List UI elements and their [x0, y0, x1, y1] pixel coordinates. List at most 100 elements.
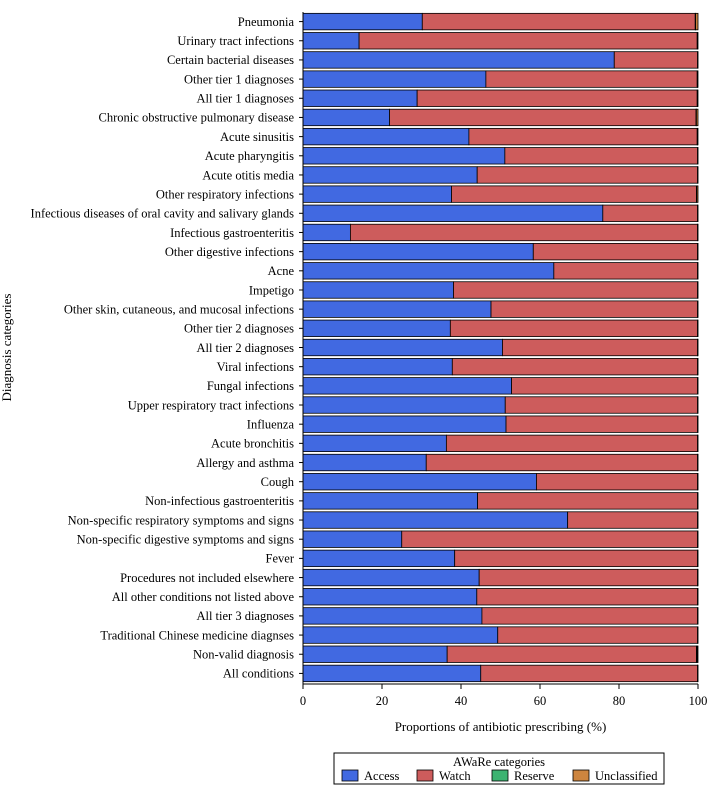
bar-access-upper-respiratory-tract-infections	[303, 397, 505, 413]
category-label: Other respiratory infections	[156, 187, 294, 201]
bar-watch-other-tier-2-diagnoses	[450, 320, 697, 336]
bar-access-traditional-chinese-medicine-diagnses	[303, 627, 498, 643]
category-label: Fungal infections	[207, 379, 294, 393]
bar-access-certain-bacterial-diseases	[303, 52, 614, 68]
bar-unclassified-other-respiratory-infections	[697, 186, 698, 202]
legend: AWaRe categories Access Watch Reserve Uncla…	[334, 753, 664, 784]
bar-access-non-infectious-gastroenteritis	[303, 493, 478, 509]
category-label: Infectious diseases of oral cavity and s…	[31, 207, 295, 221]
y-axis-title: Diagnosis categories	[0, 294, 14, 402]
category-label: Non-specific respiratory symptoms and si…	[68, 513, 294, 527]
bar-watch-certain-bacterial-diseases	[614, 52, 697, 68]
category-label: Acne	[268, 264, 295, 278]
category-label: Cough	[261, 475, 295, 489]
bar-watch-all-tier-2-diagnoses	[502, 339, 697, 355]
bar-access-acute-pharyngitis	[303, 148, 505, 164]
category-label: Infectious gastroenteritis	[170, 226, 294, 240]
bar-watch-fungal-infections	[512, 378, 698, 394]
bar-watch-upper-respiratory-tract-infections	[505, 397, 697, 413]
bar-access-acute-bronchitis	[303, 435, 446, 451]
bar-access-all-tier-3-diagnoses	[303, 608, 482, 624]
bar-access-all-tier-1-diagnoses	[303, 90, 417, 106]
bar-access-acute-sinusitis	[303, 128, 469, 144]
bar-access-other-tier-1-diagnoses	[303, 71, 486, 87]
category-label: Other tier 2 diagnoses	[184, 322, 294, 336]
x-tick-label: 60	[534, 694, 547, 708]
bar-watch-chronic-obstructive-pulmonary-disease	[390, 109, 697, 125]
bar-watch-allergy-and-asthma	[426, 454, 697, 470]
bar-watch-viral-infections	[452, 358, 697, 374]
category-label: All tier 2 diagnoses	[196, 341, 294, 355]
bar-watch-acute-sinusitis	[469, 128, 697, 144]
category-label: Other digestive infections	[165, 245, 294, 259]
bar-access-cough	[303, 473, 536, 489]
category-label: Acute bronchitis	[211, 437, 294, 451]
x-tick-label: 100	[689, 694, 708, 708]
bar-unclassified-non-valid-diagnosis	[697, 646, 698, 662]
bar-watch-non-specific-respiratory-symptoms-and-signs	[568, 512, 698, 528]
bar-access-all-tier-2-diagnoses	[303, 339, 502, 355]
bar-access-infectious-diseases-of-oral-cavity-and-salivary-glands	[303, 205, 603, 221]
bar-watch-impetigo	[454, 282, 698, 298]
category-label: Acute otitis media	[202, 168, 294, 182]
category-label: Non-infectious gastroenteritis	[145, 494, 294, 508]
bar-access-other-respiratory-infections	[303, 186, 452, 202]
bar-watch-all-tier-1-diagnoses	[417, 90, 697, 106]
legend-swatch-access	[342, 770, 358, 781]
category-label: Allergy and asthma	[196, 456, 294, 470]
bar-watch-non-infectious-gastroenteritis	[478, 493, 698, 509]
bar-watch-all-conditions	[481, 665, 698, 681]
bar-access-impetigo	[303, 282, 454, 298]
category-label: Non-valid diagnosis	[193, 648, 294, 662]
bar-watch-other-skin-cutaneous-and-mucosal-infections	[491, 301, 698, 317]
bar-watch-other-respiratory-infections	[452, 186, 697, 202]
category-label: Acute pharyngitis	[205, 149, 294, 163]
legend-label-access: Access	[364, 769, 400, 783]
bar-unclassified-chronic-obstructive-pulmonary-disease	[696, 109, 698, 125]
x-tick-label: 0	[300, 694, 306, 708]
bar-access-non-valid-diagnosis	[303, 646, 447, 662]
category-label: Other skin, cutaneous, and mucosal infec…	[64, 302, 294, 316]
legend-swatch-watch	[417, 770, 433, 781]
bar-watch-other-tier-1-diagnoses	[486, 71, 697, 87]
bar-access-pneumonia	[303, 13, 422, 29]
category-label: Influenza	[247, 417, 295, 431]
category-label: Certain bacterial diseases	[167, 53, 294, 67]
x-axis-title: Proportions of antibiotic prescribing (%…	[395, 719, 607, 734]
x-tick-label: 40	[455, 694, 468, 708]
category-label: Other tier 1 diagnoses	[184, 72, 294, 86]
legend-label-watch: Watch	[439, 769, 471, 783]
bar-access-urinary-tract-infections	[303, 33, 359, 49]
category-label: All tier 1 diagnoses	[196, 92, 294, 106]
bar-watch-all-tier-3-diagnoses	[482, 608, 698, 624]
bar-watch-procedures-not-included-elsewhere	[479, 569, 697, 585]
bar-access-fever	[303, 550, 455, 566]
bar-access-influenza	[303, 416, 506, 432]
category-label: Impetigo	[249, 283, 294, 297]
bar-watch-infectious-gastroenteritis	[350, 224, 697, 240]
bar-access-allergy-and-asthma	[303, 454, 426, 470]
bar-access-non-specific-respiratory-symptoms-and-signs	[303, 512, 568, 528]
bar-watch-acute-bronchitis	[446, 435, 697, 451]
legend-label-unclassified: Unclassified	[595, 769, 658, 783]
category-label: Urinary tract infections	[177, 34, 294, 48]
bar-watch-fever	[455, 550, 698, 566]
category-label: Non-specific digestive symptoms and sign…	[77, 533, 294, 547]
bar-watch-pneumonia	[422, 13, 695, 29]
legend-label-reserve: Reserve	[514, 769, 555, 783]
category-label: Procedures not included elsewhere	[120, 571, 294, 585]
category-label: All tier 3 diagnoses	[196, 609, 294, 623]
bar-watch-urinary-tract-infections	[359, 33, 697, 49]
bar-access-chronic-obstructive-pulmonary-disease	[303, 109, 390, 125]
legend-title: AWaRe categories	[453, 755, 545, 769]
bar-access-infectious-gastroenteritis	[303, 224, 350, 240]
category-label: Acute sinusitis	[220, 130, 294, 144]
legend-items: Access Watch Reserve Unclassified	[342, 769, 658, 783]
legend-swatch-reserve	[492, 770, 508, 781]
bar-watch-acute-otitis-media	[477, 167, 697, 183]
category-label: All other conditions not listed above	[112, 590, 295, 604]
category-label: Chronic obstructive pulmonary disease	[99, 111, 295, 125]
